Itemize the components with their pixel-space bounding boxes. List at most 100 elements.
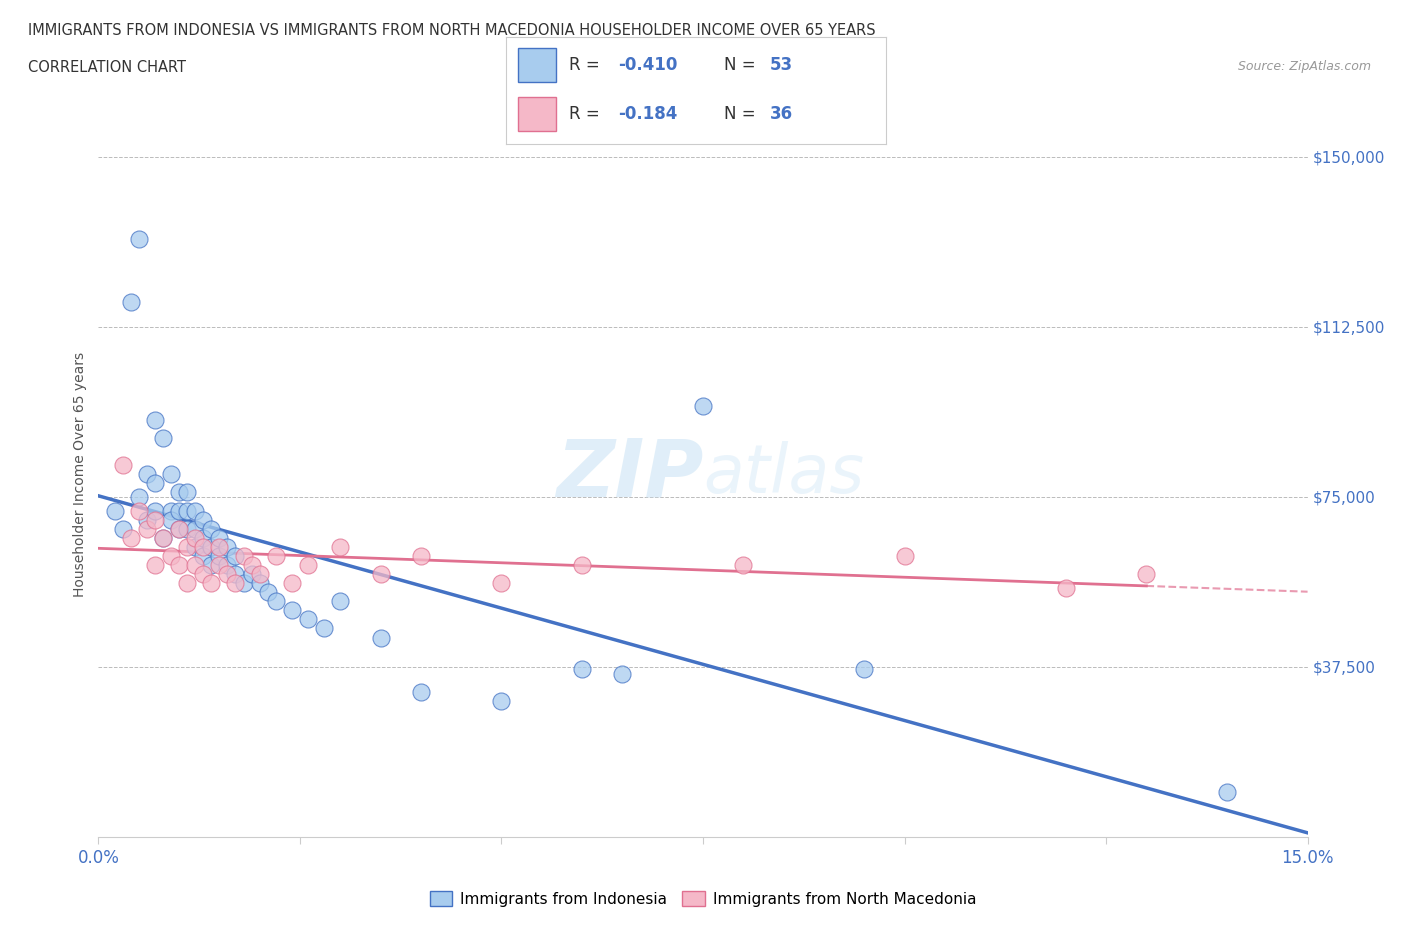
FancyBboxPatch shape: [517, 48, 555, 82]
Point: [135, 521, 157, 536]
Point: [167, 503, 190, 518]
Point: [1054, 580, 1077, 595]
Point: [240, 566, 263, 581]
Point: [193, 512, 215, 527]
Point: [193, 539, 215, 554]
Point: [264, 549, 287, 564]
Point: [232, 549, 254, 564]
Point: [217, 558, 239, 573]
Point: [256, 585, 278, 600]
Point: [135, 512, 157, 527]
Text: N =: N =: [724, 56, 761, 74]
Point: [281, 603, 304, 618]
Point: [128, 489, 150, 504]
Point: [264, 594, 287, 609]
Point: [120, 295, 142, 310]
Text: N =: N =: [724, 105, 761, 123]
Point: [152, 431, 174, 445]
Point: [184, 558, 207, 573]
Point: [224, 566, 246, 581]
Point: [409, 684, 432, 699]
Point: [160, 467, 183, 482]
Point: [120, 530, 142, 545]
Point: [409, 549, 432, 564]
Point: [167, 558, 190, 573]
Text: Source: ZipAtlas.com: Source: ZipAtlas.com: [1237, 60, 1371, 73]
Text: 53: 53: [770, 56, 793, 74]
Text: IMMIGRANTS FROM INDONESIA VS IMMIGRANTS FROM NORTH MACEDONIA HOUSEHOLDER INCOME : IMMIGRANTS FROM INDONESIA VS IMMIGRANTS …: [28, 23, 876, 38]
Point: [160, 503, 183, 518]
Point: [152, 530, 174, 545]
Point: [370, 566, 392, 581]
Point: [193, 549, 215, 564]
Point: [491, 576, 513, 591]
Point: [249, 576, 271, 591]
Point: [281, 576, 304, 591]
Point: [208, 539, 231, 554]
Point: [111, 458, 134, 472]
Point: [232, 576, 254, 591]
Point: [176, 485, 198, 500]
Point: [224, 549, 246, 564]
Point: [184, 503, 207, 518]
Text: 36: 36: [770, 105, 793, 123]
Legend: Immigrants from Indonesia, Immigrants from North Macedonia: Immigrants from Indonesia, Immigrants fr…: [423, 884, 983, 912]
Point: [733, 558, 755, 573]
Point: [240, 558, 263, 573]
Text: atlas: atlas: [703, 442, 865, 507]
Point: [143, 512, 166, 527]
Point: [103, 503, 125, 518]
Point: [160, 512, 183, 527]
Point: [571, 662, 593, 677]
Point: [193, 566, 215, 581]
Point: [491, 694, 513, 709]
Point: [571, 558, 593, 573]
Point: [184, 530, 207, 545]
Point: [176, 539, 198, 554]
Point: [167, 485, 190, 500]
Point: [893, 549, 915, 564]
Point: [176, 521, 198, 536]
Point: [200, 539, 222, 554]
Text: ZIP: ZIP: [555, 435, 703, 513]
Point: [612, 666, 634, 681]
Point: [224, 576, 246, 591]
Point: [208, 549, 231, 564]
Text: CORRELATION CHART: CORRELATION CHART: [28, 60, 186, 75]
Point: [853, 662, 876, 677]
Point: [143, 413, 166, 428]
Point: [249, 566, 271, 581]
Point: [314, 621, 336, 636]
Point: [176, 503, 198, 518]
Point: [184, 521, 207, 536]
Point: [1135, 566, 1157, 581]
Point: [176, 576, 198, 591]
Point: [167, 521, 190, 536]
Point: [200, 558, 222, 573]
Point: [143, 503, 166, 518]
FancyBboxPatch shape: [517, 97, 555, 131]
Point: [128, 232, 150, 246]
Point: [184, 539, 207, 554]
Text: R =: R =: [569, 56, 605, 74]
Point: [329, 594, 352, 609]
Y-axis label: Householder Income Over 65 years: Householder Income Over 65 years: [73, 352, 87, 597]
Point: [152, 530, 174, 545]
Text: -0.410: -0.410: [619, 56, 678, 74]
Text: R =: R =: [569, 105, 605, 123]
Point: [217, 539, 239, 554]
Point: [329, 539, 352, 554]
Point: [297, 558, 319, 573]
Point: [193, 530, 215, 545]
Point: [217, 566, 239, 581]
Point: [208, 558, 231, 573]
Text: -0.184: -0.184: [619, 105, 678, 123]
Point: [692, 399, 714, 414]
Point: [111, 521, 134, 536]
Point: [143, 558, 166, 573]
Point: [200, 521, 222, 536]
Point: [135, 467, 157, 482]
Point: [200, 576, 222, 591]
Point: [208, 530, 231, 545]
Point: [1216, 784, 1239, 799]
